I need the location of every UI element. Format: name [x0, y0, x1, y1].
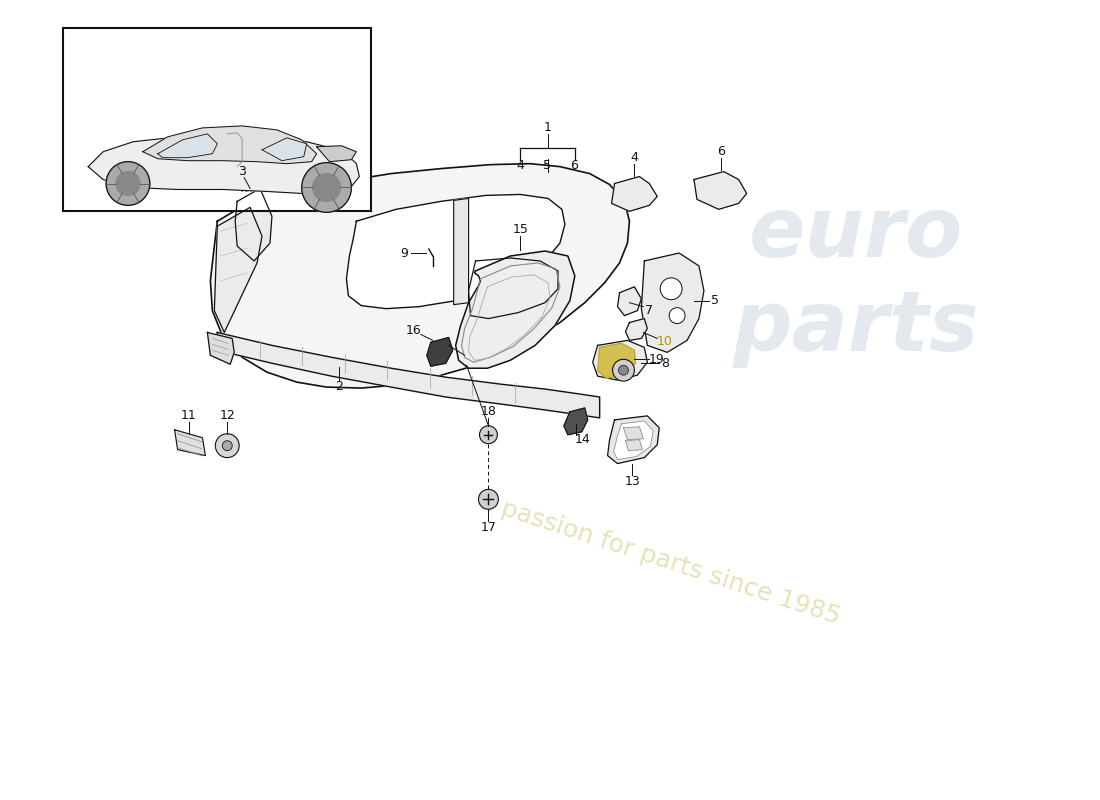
Circle shape: [480, 426, 497, 444]
Polygon shape: [317, 146, 356, 162]
Polygon shape: [597, 343, 636, 378]
Text: euro
parts: euro parts: [733, 194, 979, 368]
Text: 6: 6: [717, 146, 725, 158]
Polygon shape: [157, 134, 218, 158]
Polygon shape: [453, 198, 469, 305]
Text: 12: 12: [219, 410, 235, 422]
Polygon shape: [262, 138, 307, 161]
Polygon shape: [208, 333, 234, 364]
Polygon shape: [218, 333, 600, 418]
Text: 1: 1: [544, 122, 552, 134]
Circle shape: [222, 441, 232, 450]
Polygon shape: [624, 427, 644, 440]
Polygon shape: [641, 253, 704, 352]
Text: 2: 2: [336, 379, 343, 393]
Text: 18: 18: [481, 406, 496, 418]
Circle shape: [660, 278, 682, 300]
Polygon shape: [143, 126, 317, 164]
Polygon shape: [626, 318, 647, 341]
Circle shape: [116, 171, 140, 195]
Polygon shape: [617, 286, 641, 315]
Polygon shape: [614, 421, 653, 459]
Polygon shape: [346, 194, 565, 309]
Circle shape: [216, 434, 239, 458]
Polygon shape: [175, 430, 206, 456]
Polygon shape: [607, 416, 659, 463]
Polygon shape: [427, 338, 453, 366]
Text: 15: 15: [513, 222, 528, 236]
Text: a passion for parts since 1985: a passion for parts since 1985: [475, 489, 843, 629]
Text: 11: 11: [180, 410, 197, 422]
Text: 7: 7: [646, 304, 653, 317]
Polygon shape: [593, 341, 647, 380]
Text: 13: 13: [625, 475, 640, 488]
Polygon shape: [455, 251, 575, 368]
Polygon shape: [469, 258, 558, 318]
Polygon shape: [626, 440, 642, 450]
Circle shape: [301, 162, 351, 212]
Circle shape: [613, 359, 635, 381]
Text: 8: 8: [661, 357, 669, 370]
Polygon shape: [694, 171, 747, 210]
Polygon shape: [564, 408, 587, 434]
Text: 9: 9: [400, 246, 408, 259]
Text: 4: 4: [630, 151, 638, 164]
Text: 19: 19: [648, 353, 664, 366]
Text: 14: 14: [575, 434, 591, 446]
Polygon shape: [235, 189, 272, 261]
Text: 16: 16: [406, 324, 421, 337]
Circle shape: [106, 162, 150, 206]
Circle shape: [618, 366, 628, 375]
Text: 4: 4: [516, 159, 524, 172]
Circle shape: [669, 308, 685, 323]
Bar: [64, 28, 372, 211]
Circle shape: [478, 490, 498, 510]
Polygon shape: [612, 177, 658, 211]
Text: 5: 5: [543, 159, 551, 172]
Polygon shape: [88, 134, 360, 194]
Text: 10: 10: [657, 335, 672, 348]
Text: 17: 17: [481, 521, 496, 534]
Polygon shape: [210, 164, 629, 388]
Circle shape: [312, 174, 341, 202]
Polygon shape: [214, 207, 262, 333]
Text: 5: 5: [711, 294, 718, 307]
Text: 6: 6: [570, 159, 578, 172]
Text: 3: 3: [239, 165, 246, 178]
